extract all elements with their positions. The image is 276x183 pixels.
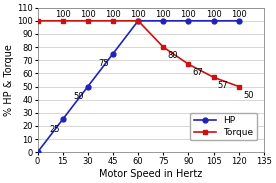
Torque [36, 20, 39, 22]
Torque [237, 85, 240, 88]
HP [212, 20, 215, 22]
Text: 50: 50 [243, 91, 253, 100]
X-axis label: Motor Speed in Hertz: Motor Speed in Hertz [99, 169, 202, 179]
Text: 50: 50 [73, 92, 84, 101]
HP [86, 85, 89, 88]
Text: 25: 25 [49, 125, 60, 134]
Torque [86, 20, 89, 22]
Torque [187, 63, 190, 65]
HP [61, 118, 64, 120]
Text: 100: 100 [55, 10, 71, 19]
HP [237, 20, 240, 22]
Text: 100: 100 [181, 10, 196, 19]
Torque [61, 20, 64, 22]
Torque [212, 76, 215, 78]
Text: 80: 80 [168, 51, 178, 60]
Text: 100: 100 [105, 10, 121, 19]
Torque [162, 46, 165, 48]
Text: 100: 100 [231, 10, 247, 19]
Torque [137, 20, 140, 22]
Text: 75: 75 [98, 59, 109, 68]
Line: Torque: Torque [35, 18, 241, 89]
HP [187, 20, 190, 22]
Text: 100: 100 [80, 10, 96, 19]
Torque [111, 20, 115, 22]
Text: 100: 100 [206, 10, 221, 19]
Text: 67: 67 [193, 68, 203, 77]
HP [36, 151, 39, 153]
Legend: HP, Torque: HP, Torque [190, 113, 257, 141]
HP [137, 20, 140, 22]
Line: HP: HP [35, 18, 241, 155]
HP [111, 53, 115, 55]
Text: 57: 57 [218, 81, 228, 90]
Y-axis label: % HP & Torque: % HP & Torque [4, 44, 14, 116]
HP [162, 20, 165, 22]
Text: 100: 100 [155, 10, 171, 19]
Text: 100: 100 [130, 10, 146, 19]
